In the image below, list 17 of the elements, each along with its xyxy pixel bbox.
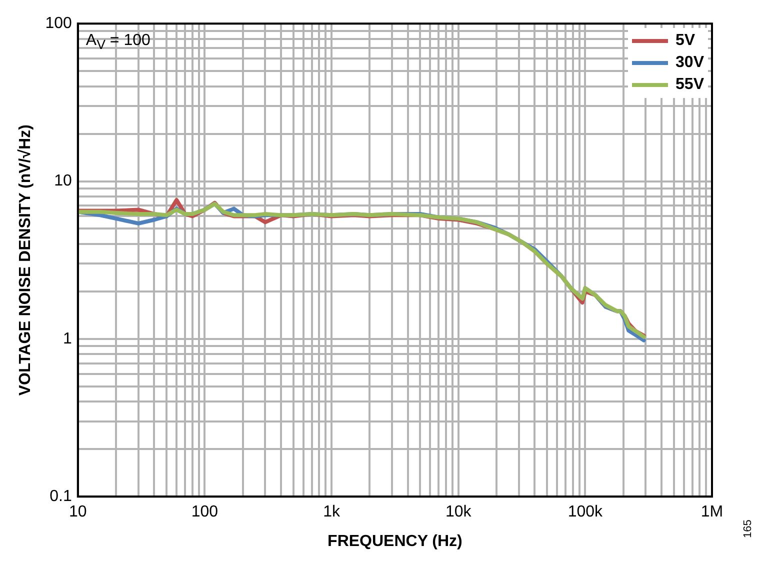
x-tick-label: 1k — [323, 504, 341, 521]
y-axis-title: VOLTAGE NOISE DENSITY (nV/√Hz) — [17, 124, 34, 396]
x-tick-label: 10k — [445, 504, 472, 521]
y-tick-label: 10 — [54, 172, 72, 190]
x-tick-label: 100 — [191, 504, 218, 521]
legend-label: 55V — [676, 76, 704, 94]
y-tick-label: 100 — [45, 15, 72, 32]
x-axis-title: FREQUENCY (Hz) — [328, 532, 462, 550]
x-tick-label: 1M — [700, 504, 724, 521]
x-tick-label: 100k — [568, 504, 604, 521]
legend-label: 30V — [676, 54, 704, 72]
y-tick-label: 1 — [62, 330, 72, 348]
legend-label: 5V — [676, 32, 696, 50]
text: 165 — [742, 520, 754, 538]
y-tick-label: 0.1 — [50, 488, 72, 506]
annotation: A$_{V}$ = 100 — [86, 32, 150, 52]
x-tick-label: 10 — [68, 504, 87, 521]
